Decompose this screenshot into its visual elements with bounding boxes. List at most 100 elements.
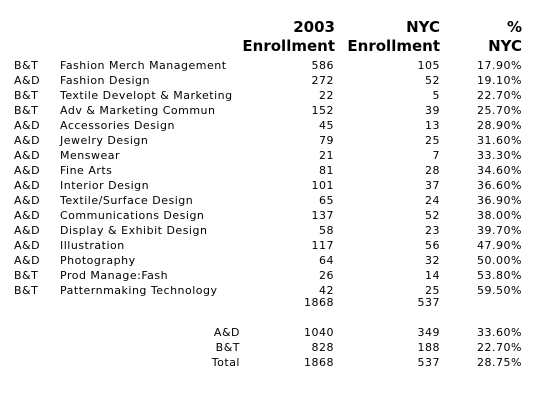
school-cell: A&D (14, 134, 41, 147)
nyc-cell: 52 (425, 209, 440, 222)
summary-enrollment: 1040 (304, 326, 334, 339)
table-row: B&T Prod Manage:Fash 26 14 53.80% (0, 268, 540, 283)
grand-total-row: 1868 537 (0, 295, 540, 310)
school-cell: A&D (14, 179, 41, 192)
summary-enrollment: 828 (311, 341, 334, 354)
table-row: A&D Interior Design 101 37 36.60% (0, 178, 540, 193)
enrollment-cell: 42 (319, 284, 334, 297)
enrollment-cell: 101 (311, 179, 334, 192)
summary-pct: 22.70% (477, 341, 522, 354)
school-cell: B&T (14, 104, 39, 117)
enrollment-cell: 272 (311, 74, 334, 87)
school-cell: A&D (14, 119, 41, 132)
nyc-cell: 5 (432, 89, 440, 102)
table-row: B&T Adv & Marketing Commun 152 39 25.70% (0, 103, 540, 118)
nyc-cell: 39 (425, 104, 440, 117)
nyc-cell: 7 (432, 149, 440, 162)
nyc-cell: 52 (425, 74, 440, 87)
nyc-cell: 14 (425, 269, 440, 282)
program-cell: Prod Manage:Fash (60, 269, 169, 282)
program-cell: Fashion Merch Management (60, 59, 227, 72)
pct-cell: 19.10% (477, 74, 522, 87)
pct-cell: 47.90% (477, 239, 522, 252)
total-enrollment: 1868 (304, 296, 334, 309)
school-cell: A&D (14, 194, 41, 207)
school-cell: A&D (14, 164, 41, 177)
table-row: A&D Fine Arts 81 28 34.60% (0, 163, 540, 178)
table-row: A&D Jewelry Design 79 25 31.60% (0, 133, 540, 148)
pct-cell: 17.90% (477, 59, 522, 72)
enrollment-cell: 152 (311, 104, 334, 117)
nyc-cell: 37 (425, 179, 440, 192)
program-cell: Fashion Design (60, 74, 150, 87)
program-cell: Interior Design (60, 179, 150, 192)
program-cell: Accessories Design (60, 119, 175, 132)
nyc-cell: 56 (425, 239, 440, 252)
nyc-cell: 32 (425, 254, 440, 267)
enrollment-cell: 79 (319, 134, 334, 147)
table-row: A&D Communications Design 137 52 38.00% (0, 208, 540, 223)
school-cell: A&D (14, 254, 41, 267)
program-cell: Patternmaking Technology (60, 284, 218, 297)
program-cell: Menswear (60, 149, 120, 162)
table-row: A&D Display & Exhibit Design 58 23 39.70% (0, 223, 540, 238)
summary-row: Total 1868 537 28.75% (0, 355, 540, 370)
nyc-header-line-1: NYC (406, 18, 440, 36)
nyc-cell: 105 (417, 59, 440, 72)
school-cell: B&T (14, 59, 39, 72)
program-cell: Textile/Surface Design (60, 194, 194, 207)
pct-header-line-2: NYC (488, 37, 522, 55)
program-cell: Photography (60, 254, 136, 267)
pct-column-header: % NYC (450, 18, 522, 56)
school-summary-table: A&D 1040 349 33.60% B&T 828 188 22.70% Total 1868… (0, 325, 540, 370)
table-row: A&D Textile/Surface Design 65 24 36.90% (0, 193, 540, 208)
school-cell: B&T (14, 284, 39, 297)
table-row: A&D Fashion Design 272 52 19.10% (0, 73, 540, 88)
pct-cell: 34.60% (477, 164, 522, 177)
table-row: A&D Accessories Design 45 13 28.90% (0, 118, 540, 133)
school-cell: A&D (14, 209, 41, 222)
pct-cell: 38.00% (477, 209, 522, 222)
nyc-cell: 23 (425, 224, 440, 237)
enrollment-cell: 81 (319, 164, 334, 177)
summary-label: B&T (215, 341, 240, 354)
enrollment-column-header: 2003 Enrollment (240, 18, 335, 56)
table-row: A&D Illustration 117 56 47.90% (0, 238, 540, 253)
summary-pct: 33.60% (477, 326, 522, 339)
pct-cell: 36.60% (477, 179, 522, 192)
school-cell: A&D (14, 239, 41, 252)
summary-enrollment: 1868 (304, 356, 334, 369)
enrollment-cell: 21 (319, 149, 334, 162)
enrollment-cell: 117 (311, 239, 334, 252)
table-row: B&T Patternmaking Technology 42 25 59.50% (0, 283, 540, 298)
summary-pct: 28.75% (477, 356, 522, 369)
program-cell: Illustration (60, 239, 125, 252)
enrollment-cell: 22 (319, 89, 334, 102)
summary-row: B&T 828 188 22.70% (0, 340, 540, 355)
pct-cell: 33.30% (477, 149, 522, 162)
program-cell: Textile Developt & Marketing (60, 89, 233, 102)
summary-nyc: 537 (417, 356, 440, 369)
program-cell: Display & Exhibit Design (60, 224, 208, 237)
nyc-header-line-2: Enrollment (347, 37, 440, 55)
enrollment-cell: 586 (311, 59, 334, 72)
summary-nyc: 349 (417, 326, 440, 339)
summary-nyc: 188 (417, 341, 440, 354)
nyc-cell: 24 (425, 194, 440, 207)
enrollment-cell: 64 (319, 254, 334, 267)
enrollment-cell: 137 (311, 209, 334, 222)
enrollment-cell: 26 (319, 269, 334, 282)
total-nyc: 537 (417, 296, 440, 309)
program-cell: Communications Design (60, 209, 205, 222)
pct-cell: 50.00% (477, 254, 522, 267)
pct-cell: 36.90% (477, 194, 522, 207)
program-cell: Jewelry Design (60, 134, 149, 147)
pct-header-line-1: % (506, 18, 522, 36)
pct-cell: 31.60% (477, 134, 522, 147)
program-cell: Fine Arts (60, 164, 113, 177)
table-row: A&D Photography 64 32 50.00% (0, 253, 540, 268)
nyc-cell: 13 (425, 119, 440, 132)
pct-cell: 53.80% (477, 269, 522, 282)
table-row: B&T Textile Developt & Marketing 22 5 22.70% (0, 88, 540, 103)
school-cell: B&T (14, 89, 39, 102)
